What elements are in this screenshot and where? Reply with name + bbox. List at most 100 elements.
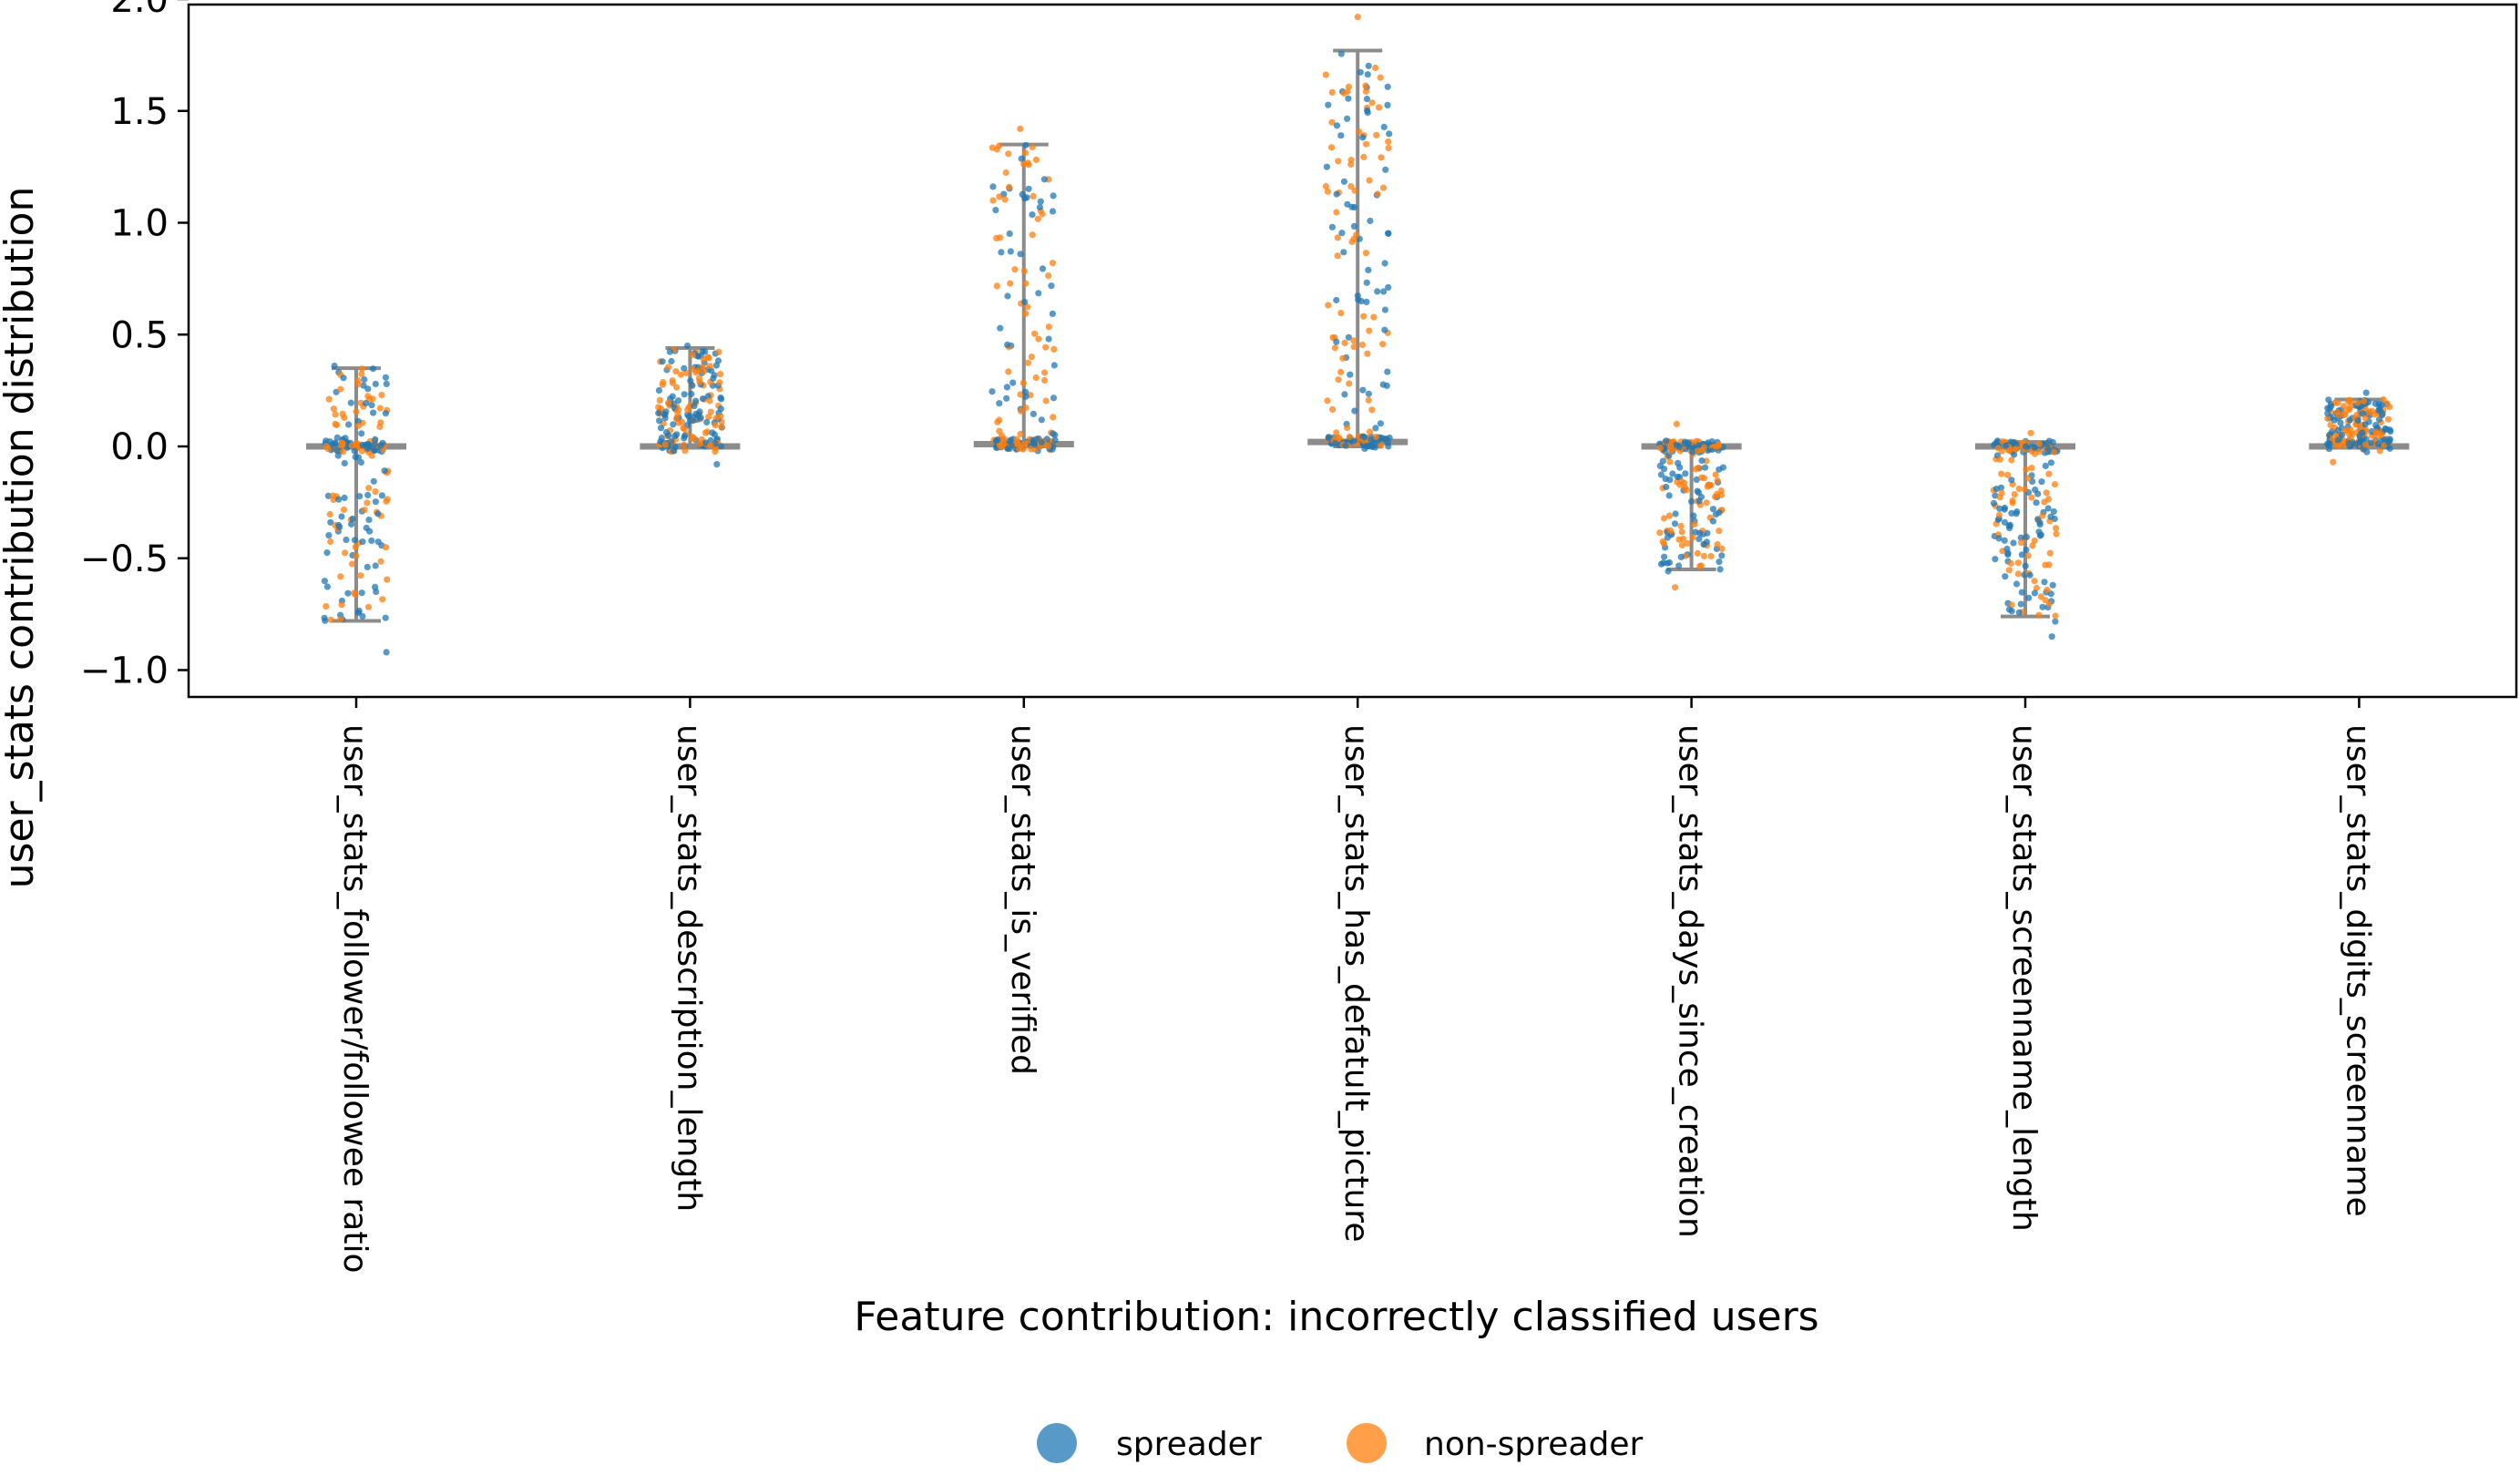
data-point <box>347 399 354 406</box>
data-point <box>1004 341 1011 348</box>
data-point <box>330 405 337 413</box>
data-point <box>1372 64 1379 72</box>
data-point <box>1713 490 1721 498</box>
data-point <box>670 421 677 428</box>
data-point <box>1675 459 1682 466</box>
data-point <box>2330 458 2337 466</box>
x-tick-labels: user_stats_follower/followee ratio user_s… <box>336 724 2376 1274</box>
data-point <box>1993 437 2002 445</box>
data-point <box>706 397 713 405</box>
data-point <box>1665 492 1673 499</box>
legend-label: spreader <box>1116 1426 1262 1463</box>
data-point <box>1716 558 1723 566</box>
data-point <box>2324 415 2331 422</box>
data-point <box>334 452 342 459</box>
data-point <box>1337 50 1345 57</box>
range-bars <box>306 48 2410 623</box>
data-point <box>1340 178 1347 185</box>
data-point <box>1998 489 2005 497</box>
data-point <box>1996 505 2003 512</box>
y-tick-labels: −1.0 −0.5 0.0 0.5 1.0 1.5 2.0 <box>80 0 169 692</box>
data-point <box>2029 542 2036 549</box>
data-point <box>994 436 1001 444</box>
data-point <box>1333 338 1340 345</box>
data-point <box>2339 431 2346 439</box>
data-point <box>1656 462 1664 469</box>
data-point <box>2330 416 2338 424</box>
data-point <box>1025 161 1032 169</box>
data-point <box>2051 448 2058 456</box>
data-point <box>681 425 688 433</box>
data-point <box>2036 521 2044 528</box>
data-point <box>2371 411 2378 418</box>
data-point <box>1045 272 1052 280</box>
data-point <box>1379 184 1388 191</box>
data-point <box>2047 459 2054 466</box>
data-point <box>1022 405 1030 412</box>
data-point <box>332 411 339 418</box>
data-point <box>1003 384 1010 391</box>
data-point <box>2010 438 2017 446</box>
data-point <box>1361 434 1368 441</box>
data-point <box>2043 489 2050 497</box>
data-point <box>325 395 333 403</box>
data-point <box>1672 510 1679 517</box>
data-point <box>1712 471 1719 478</box>
data-point <box>1045 442 1052 449</box>
data-point <box>997 324 1004 332</box>
data-point <box>338 601 345 609</box>
data-point <box>1994 445 2002 452</box>
data-point <box>2023 466 2030 473</box>
data-point <box>1380 288 1388 295</box>
data-point <box>2375 432 2382 439</box>
data-point <box>1014 439 1021 446</box>
data-point <box>329 492 337 499</box>
data-point <box>1995 511 2003 518</box>
data-point <box>666 348 674 355</box>
data-point <box>353 552 360 559</box>
data-point <box>1700 475 1708 482</box>
data-point <box>2049 438 2056 446</box>
data-point <box>2379 412 2386 419</box>
data-point <box>382 410 389 417</box>
data-point <box>1344 424 1351 432</box>
data-point <box>1691 520 1698 528</box>
data-point <box>718 395 725 403</box>
data-point <box>1333 190 1340 198</box>
data-point <box>705 414 712 421</box>
data-point <box>324 446 332 453</box>
data-point <box>2334 399 2341 406</box>
data-point <box>689 382 696 389</box>
data-point <box>2052 618 2059 625</box>
data-point <box>675 406 682 414</box>
data-point <box>342 435 349 442</box>
data-point <box>702 429 710 436</box>
data-point <box>364 499 371 507</box>
data-point <box>1695 464 1702 472</box>
data-point <box>1350 222 1357 230</box>
data-point <box>1005 150 1012 158</box>
data-point <box>1028 353 1035 361</box>
data-point <box>338 513 345 520</box>
data-point <box>1386 130 1393 138</box>
data-point <box>1003 394 1010 402</box>
data-point <box>1715 442 1722 449</box>
data-point <box>2382 425 2389 433</box>
x-tick-label: user_stats_follower/followee ratio <box>336 724 374 1274</box>
data-point <box>351 447 358 455</box>
data-point <box>1368 442 1376 450</box>
data-point <box>1657 471 1665 478</box>
data-point <box>376 405 384 412</box>
data-point <box>707 442 714 449</box>
data-point <box>989 144 996 151</box>
data-point <box>1698 457 1706 465</box>
legend-marker <box>1037 1423 1077 1463</box>
data-point <box>327 616 334 623</box>
data-point <box>1022 141 1030 149</box>
data-point <box>368 402 375 409</box>
data-point <box>1364 350 1371 357</box>
data-point <box>2386 404 2393 411</box>
data-point <box>368 537 375 545</box>
data-point <box>1345 95 1352 102</box>
data-point <box>384 496 391 503</box>
